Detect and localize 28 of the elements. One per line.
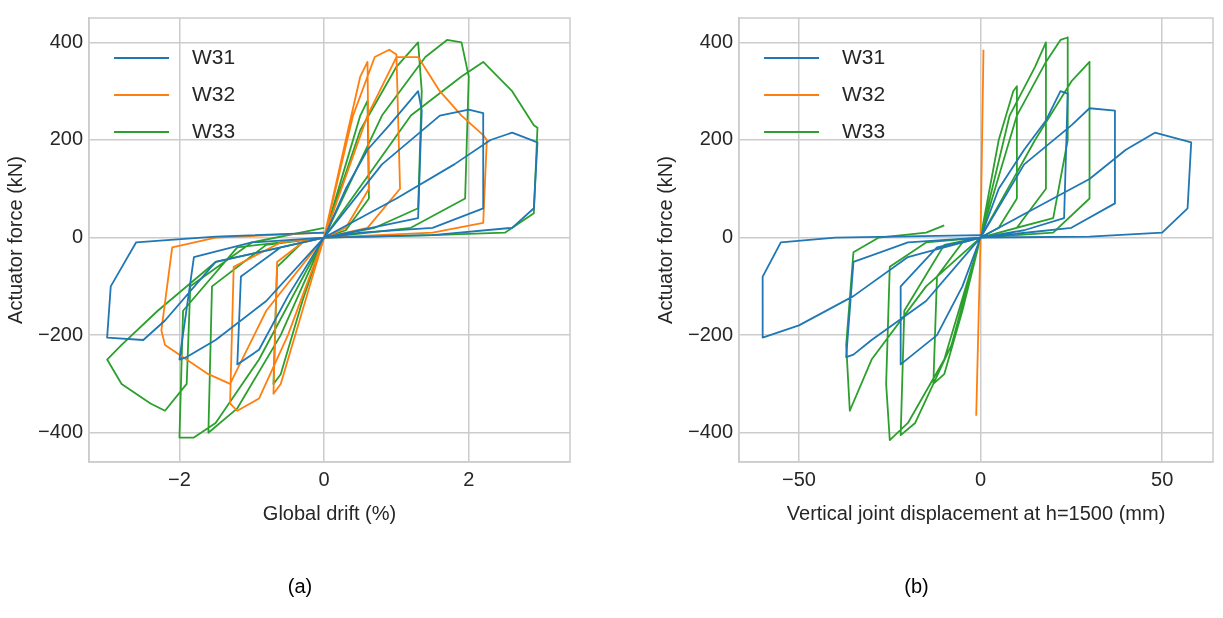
legend-label: W33 <box>192 118 236 142</box>
y-tick-label: 400 <box>49 29 84 52</box>
x-tick-label: 0 <box>318 467 330 490</box>
x-tick-label: 50 <box>1151 467 1174 490</box>
x-tick-label: −50 <box>782 467 816 490</box>
legend-label: W32 <box>842 81 886 105</box>
y-axis-title: Actuator force (kN) <box>653 156 676 324</box>
y-tick-label: 200 <box>49 127 84 150</box>
y-tick-label: −200 <box>37 322 84 345</box>
y-tick-label: −200 <box>687 322 734 345</box>
text: (a) <box>286 575 314 598</box>
legend-label: W33 <box>842 118 886 142</box>
y-tick-label: 0 <box>721 225 734 248</box>
y-tick-label: −400 <box>687 420 734 443</box>
y-tick-label: −400 <box>37 420 84 443</box>
legend-label: W31 <box>842 44 886 68</box>
y-tick-label: 400 <box>699 29 734 52</box>
x-tick-label: 2 <box>463 467 475 490</box>
x-tick-label: −2 <box>168 467 191 490</box>
y-tick-label: 0 <box>71 225 84 248</box>
legend-label: W32 <box>192 81 236 105</box>
text: (b) <box>903 575 930 598</box>
y-axis-title: Actuator force (kN) <box>3 156 26 324</box>
y-tick-label: 200 <box>699 127 734 150</box>
legend-label: W31 <box>192 44 236 68</box>
x-tick-label: 0 <box>975 467 987 490</box>
x-axis-title: Global drift (%) <box>262 501 397 524</box>
x-axis-title: Vertical joint displacement at h=1500 (mm) <box>786 501 1166 524</box>
